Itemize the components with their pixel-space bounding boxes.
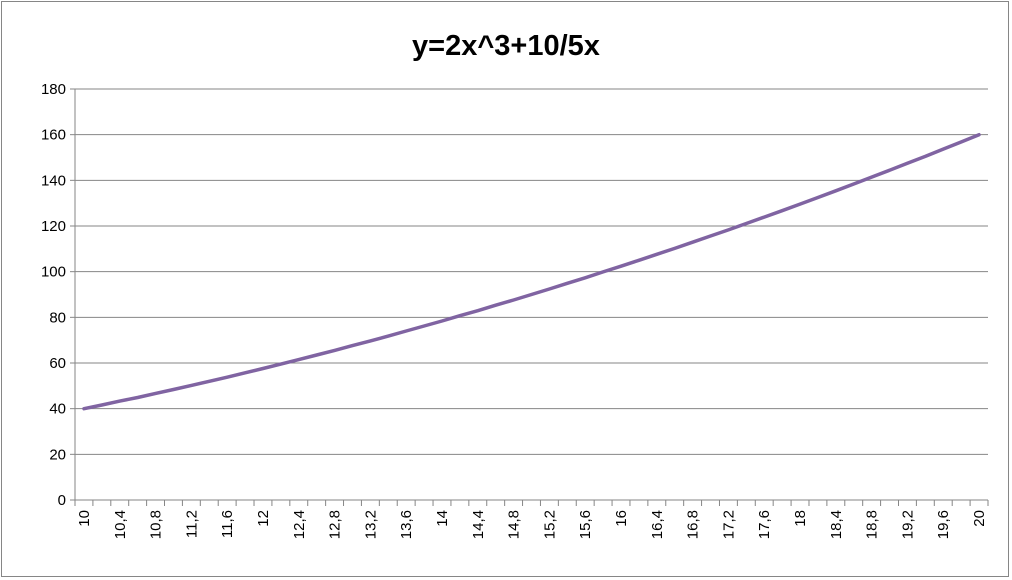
x-tick-label: 14 bbox=[434, 510, 451, 527]
x-tick-label: 17,2 bbox=[720, 510, 737, 539]
x-tick-label: 18,4 bbox=[828, 510, 845, 539]
y-tick-label: 20 bbox=[49, 446, 66, 463]
series-line bbox=[82, 132, 981, 411]
x-tick-label: 19,2 bbox=[899, 510, 916, 539]
x-tick-label: 13,6 bbox=[398, 510, 415, 539]
x-tick-label: 14,8 bbox=[506, 510, 523, 539]
y-tick-label: 0 bbox=[58, 492, 66, 509]
x-tick-label: 12,8 bbox=[327, 510, 344, 539]
x-tick-label: 13,2 bbox=[362, 510, 379, 539]
y-tick-label: 80 bbox=[49, 309, 66, 326]
y-tick-label: 180 bbox=[41, 81, 66, 98]
y-tick-label: 40 bbox=[49, 401, 66, 418]
x-tick-label: 15,6 bbox=[577, 510, 594, 539]
y-tick-label: 60 bbox=[49, 355, 66, 372]
x-tick-label: 15,2 bbox=[541, 510, 558, 539]
x-tick-label: 18 bbox=[792, 510, 809, 527]
x-tick-label: 11,2 bbox=[183, 510, 200, 538]
x-tick-label: 11,6 bbox=[219, 510, 236, 538]
x-tick-label: 20 bbox=[971, 510, 988, 527]
x-tick-label: 14,4 bbox=[470, 510, 487, 539]
x-tick-label: 10,8 bbox=[148, 510, 165, 539]
x-tick-label: 10 bbox=[76, 510, 93, 527]
x-tick-label: 16,4 bbox=[649, 510, 666, 539]
x-tick-label: 17,6 bbox=[756, 510, 773, 539]
chart-title: y=2x^3+10/5x bbox=[412, 30, 600, 62]
x-tick-label: 12 bbox=[255, 510, 272, 527]
x-tick-label: 19,6 bbox=[935, 510, 952, 539]
y-tick-label: 120 bbox=[41, 218, 66, 235]
x-tick-label: 12,4 bbox=[291, 510, 308, 539]
x-tick-label: 16 bbox=[613, 510, 630, 527]
x-tick-label: 16,8 bbox=[685, 510, 702, 539]
x-tick-label: 18,8 bbox=[864, 510, 881, 539]
y-tick-label: 140 bbox=[41, 172, 66, 189]
y-tick-label: 100 bbox=[41, 264, 66, 281]
y-tick-label: 160 bbox=[41, 127, 66, 144]
x-tick-label: 10,4 bbox=[112, 510, 129, 539]
